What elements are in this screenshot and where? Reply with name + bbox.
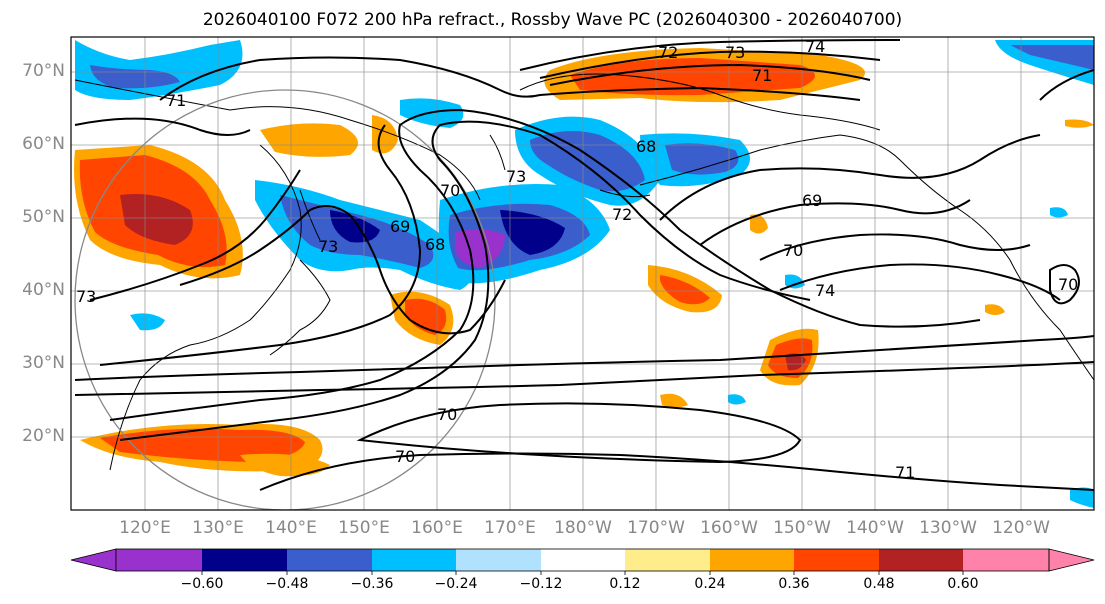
lon-label-150w: 150°W xyxy=(773,518,831,538)
colorbar-bin xyxy=(625,549,710,571)
contour-label: 73 xyxy=(318,237,338,256)
lon-label-160w: 160°W xyxy=(700,518,758,538)
colorbar-tick-label: 0.48 xyxy=(863,576,895,592)
lat-label-70n: 70°N xyxy=(22,61,65,81)
lon-label-130e: 130°E xyxy=(192,518,244,538)
contour-label: 73 xyxy=(76,287,96,306)
colorbar-tick-label: 0.60 xyxy=(947,576,979,592)
contour-label: 73 xyxy=(506,167,526,186)
lat-label-40n: 40°N xyxy=(22,280,65,300)
lon-label-120e: 120°E xyxy=(119,518,171,538)
lon-label-150e: 150°E xyxy=(338,518,390,538)
lon-label-120w: 120°W xyxy=(992,518,1050,538)
colorbar-bin xyxy=(963,549,1049,571)
contour-label: 70 xyxy=(437,405,457,424)
contour-label: 72 xyxy=(612,205,632,224)
lon-label-130w: 130°W xyxy=(919,518,977,538)
contour-label: 70 xyxy=(1058,275,1078,294)
contour-label: 71 xyxy=(895,463,915,482)
lat-label-20n: 20°N xyxy=(22,426,65,446)
colorbar-bin xyxy=(116,549,202,571)
contour-label: 71 xyxy=(166,91,186,110)
contour-label: 69 xyxy=(390,217,410,236)
contour-label: 68 xyxy=(636,137,656,156)
refractive-index-contours xyxy=(74,39,1094,491)
coastlines xyxy=(74,73,1094,471)
contour-label: 70 xyxy=(783,241,803,260)
colorbar-ticks xyxy=(201,571,964,575)
great-circle-ring xyxy=(74,89,496,510)
colorbar-outline xyxy=(115,548,1050,572)
lon-label-140e: 140°E xyxy=(265,518,317,538)
contour-label: 74 xyxy=(815,281,835,300)
lon-label-180w: 180°W xyxy=(554,518,612,538)
colorbar-bin xyxy=(372,549,456,571)
lon-label-160e: 160°E xyxy=(411,518,463,538)
contour-label: 71 xyxy=(752,66,772,85)
contour-label: 69 xyxy=(802,191,822,210)
colorbar-bin xyxy=(794,549,879,571)
lon-label-170e: 170°E xyxy=(484,518,536,538)
lon-label-170w: 170°W xyxy=(627,518,685,538)
colorbar-tick-label: −0.12 xyxy=(519,576,563,592)
colorbar-tick-label: −0.48 xyxy=(265,576,309,592)
colorbar-min-extend xyxy=(70,548,117,572)
colorbar-tick-label: 0.24 xyxy=(694,576,726,592)
colorbar-tick-label: −0.24 xyxy=(434,576,478,592)
colorbar-max-extend xyxy=(1048,548,1095,572)
lon-label-140w: 140°W xyxy=(846,518,904,538)
colorbar-tick-label: −0.36 xyxy=(350,576,394,592)
colorbar-bin xyxy=(202,549,287,571)
map-border xyxy=(70,36,1095,511)
contour-label: 68 xyxy=(425,235,445,254)
colorbar-bin xyxy=(879,549,963,571)
colorbar-bin xyxy=(287,549,372,571)
contour-label: 73 xyxy=(725,43,745,62)
lat-label-30n: 30°N xyxy=(22,353,65,373)
colorbar-bin xyxy=(541,549,625,571)
colorbar-bin xyxy=(456,549,541,571)
contour-label: 70 xyxy=(440,181,460,200)
chart-title: 2026040100 F072 200 hPa refract., Rossby… xyxy=(202,10,903,30)
colorbar-bin xyxy=(710,549,794,571)
contour-label: 70 xyxy=(395,447,415,466)
lat-label-60n: 60°N xyxy=(22,134,65,154)
contour-label: 74 xyxy=(805,37,825,56)
colorbar-tick-label: 0.36 xyxy=(778,576,810,592)
colorbar-tick-label: −0.60 xyxy=(180,576,224,592)
colorbar-tick-label: 0.12 xyxy=(609,576,641,592)
contour-label: 72 xyxy=(658,43,678,62)
lat-label-50n: 50°N xyxy=(22,207,65,227)
colorbar xyxy=(70,548,1095,575)
contour-labels: 74 73 72 71 71 73 73 70 69 68 68 72 69 7… xyxy=(76,37,1078,482)
